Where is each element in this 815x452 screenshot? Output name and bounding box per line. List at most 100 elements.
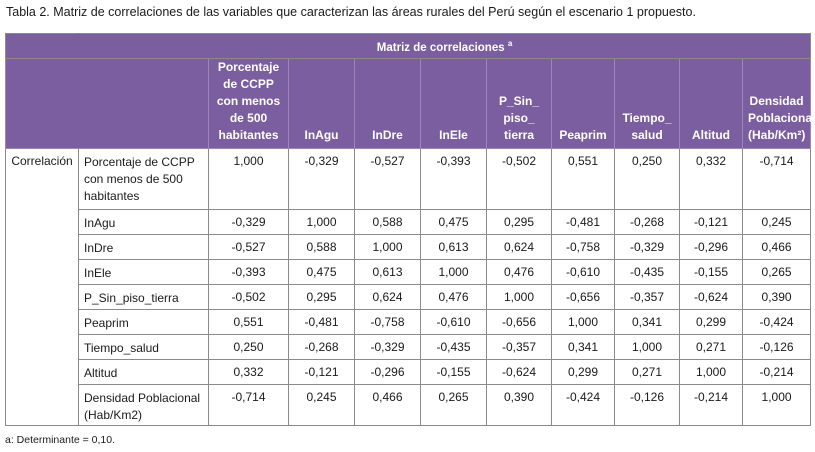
row-label: Peaprim [78, 309, 209, 335]
correlation-cell: -0,268 [614, 209, 680, 235]
correlation-cell: -0,758 [551, 234, 615, 260]
correlation-cell: -0,155 [420, 359, 487, 385]
correlation-cell: -0,481 [288, 309, 355, 335]
correlation-cell: -0,435 [420, 334, 487, 360]
table-row: InEle -0,393 0,475 0,613 1,000 0,476 -0,610 -0,… [6, 259, 812, 285]
correlation-cell: -0,329 [614, 234, 680, 260]
column-header: Peaprim [551, 58, 615, 149]
correlation-cell: 0,613 [420, 234, 487, 260]
column-header: Altitud [679, 58, 743, 149]
table-row: Correlación Porcentaje de CCPP con menos … [5, 148, 812, 426]
correlation-cell: 0,341 [551, 334, 615, 360]
table-row: Densidad Poblacional (Hab/Km2) -0,714 0,24… [6, 384, 812, 426]
column-header: P_Sin_ piso_ tierra [486, 58, 552, 149]
correlation-cell: 0,250 [208, 334, 289, 360]
correlation-cell: 0,245 [741, 209, 812, 235]
table-row: Altitud 0,332 -0,121 -0,296 -0,155 -0,624 0,29… [6, 359, 812, 385]
correlation-cell: 0,624 [354, 284, 421, 310]
correlation-cell: 0,332 [208, 359, 289, 385]
correlation-cell: -0,126 [741, 334, 812, 360]
correlation-cell: -0,329 [354, 334, 421, 360]
correlation-cell: -0,714 [741, 148, 812, 210]
correlation-cell: -0,121 [679, 209, 743, 235]
correlation-cell: -0,268 [288, 334, 355, 360]
correlation-cell: 0,265 [741, 259, 812, 285]
correlation-cell: 1,000 [354, 234, 421, 260]
correlation-cell: 0,299 [551, 359, 615, 385]
table-footnote: a: Determinante = 0,10. [5, 434, 116, 446]
correlation-cell: -0,424 [551, 384, 615, 426]
correlation-cell: -0,481 [551, 209, 615, 235]
correlation-cell: -0,329 [288, 148, 355, 210]
correlation-matrix-table: Matriz de correlaciones a Porcentaje de … [5, 33, 815, 426]
correlation-cell: 1,000 [551, 309, 615, 335]
correlation-cell: -0,329 [208, 209, 289, 235]
correlation-cell: 0,475 [420, 209, 487, 235]
row-label: InDre [78, 234, 209, 260]
correlation-cell: 0,588 [288, 234, 355, 260]
table-title: Matriz de correlaciones a [77, 33, 812, 59]
correlation-cell: 0,551 [551, 148, 615, 210]
table-body: Correlación Porcentaje de CCPP con menos … [5, 148, 812, 426]
correlation-cell: -0,624 [679, 284, 743, 310]
column-header: InAgu [288, 58, 355, 149]
column-header: Densidad Poblacional (Hab/Km²) [741, 58, 815, 149]
table-row: P_Sin_piso_tierra -0,502 0,295 0,624 0,476 1,… [6, 284, 812, 310]
table-row: InAgu -0,329 1,000 0,588 0,475 0,295 -0,481 -0,… [6, 209, 812, 235]
correlation-cell: -0,155 [679, 259, 743, 285]
header-blank-title [5, 33, 79, 59]
correlation-cell: -0,624 [486, 359, 552, 385]
correlation-cell: 0,551 [208, 309, 289, 335]
table-row: InDre -0,527 0,588 1,000 0,613 0,624 -0,758 -0,… [6, 234, 812, 260]
correlation-cell: 0,588 [354, 209, 421, 235]
row-label: Densidad Poblacional (Hab/Km2) [78, 384, 209, 426]
correlation-cell: -0,656 [551, 284, 615, 310]
correlation-cell: 1,000 [741, 384, 812, 426]
correlation-cell: -0,296 [354, 359, 421, 385]
column-header: Tiempo_ salud [614, 58, 680, 149]
correlation-cell: 0,295 [288, 284, 355, 310]
column-header: InDre [354, 58, 421, 149]
correlation-cell: 0,613 [354, 259, 421, 285]
table-row: Tiempo_salud 0,250 -0,268 -0,329 -0,435 -0,35… [6, 334, 812, 360]
correlation-cell: -0,126 [614, 384, 680, 426]
correlation-cell: -0,610 [551, 259, 615, 285]
table-title-superscript: a [507, 38, 513, 48]
correlation-cell: -0,357 [486, 334, 552, 360]
correlation-cell: 1,000 [208, 148, 289, 210]
correlation-cell: -0,424 [741, 309, 812, 335]
table-caption: Tabla 2. Matriz de correlaciones de las … [6, 5, 696, 19]
table-row: Peaprim 0,551 -0,481 -0,758 -0,610 -0,656 1,00… [6, 309, 812, 335]
row-label: InAgu [78, 209, 209, 235]
correlation-cell: -0,610 [420, 309, 487, 335]
correlation-cell: 0,332 [679, 148, 743, 210]
row-label: Altitud [78, 359, 209, 385]
correlation-cell: -0,758 [354, 309, 421, 335]
correlation-cell: 1,000 [288, 209, 355, 235]
correlation-cell: -0,357 [614, 284, 680, 310]
correlation-cell: 1,000 [486, 284, 552, 310]
correlation-cell: 0,265 [420, 384, 487, 426]
correlation-cell: -0,656 [486, 309, 552, 335]
correlation-cell: -0,435 [614, 259, 680, 285]
correlation-cell: 0,250 [614, 148, 680, 210]
header-blank-label [78, 58, 209, 149]
row-label: Tiempo_salud [78, 334, 209, 360]
correlation-cell: -0,527 [208, 234, 289, 260]
correlation-cell: 0,476 [420, 284, 487, 310]
correlation-cell: -0,214 [679, 384, 743, 426]
correlation-cell: 0,245 [288, 384, 355, 426]
correlation-cell: -0,527 [354, 148, 421, 210]
correlation-cell: -0,393 [208, 259, 289, 285]
correlation-cell: -0,502 [486, 148, 552, 210]
row-label: Porcentaje de CCPP con menos de 500 habi… [78, 148, 209, 210]
row-group-label: Correlación [5, 148, 79, 426]
correlation-cell: 0,624 [486, 234, 552, 260]
correlation-cell: -0,121 [288, 359, 355, 385]
correlation-cell: 1,000 [614, 334, 680, 360]
correlation-cell: 0,390 [486, 384, 552, 426]
correlation-cell: 1,000 [679, 359, 743, 385]
correlation-cell: 0,295 [486, 209, 552, 235]
correlation-cell: 0,271 [614, 359, 680, 385]
column-header: Porcentaje de CCPP con menos de 500 habi… [208, 58, 289, 149]
